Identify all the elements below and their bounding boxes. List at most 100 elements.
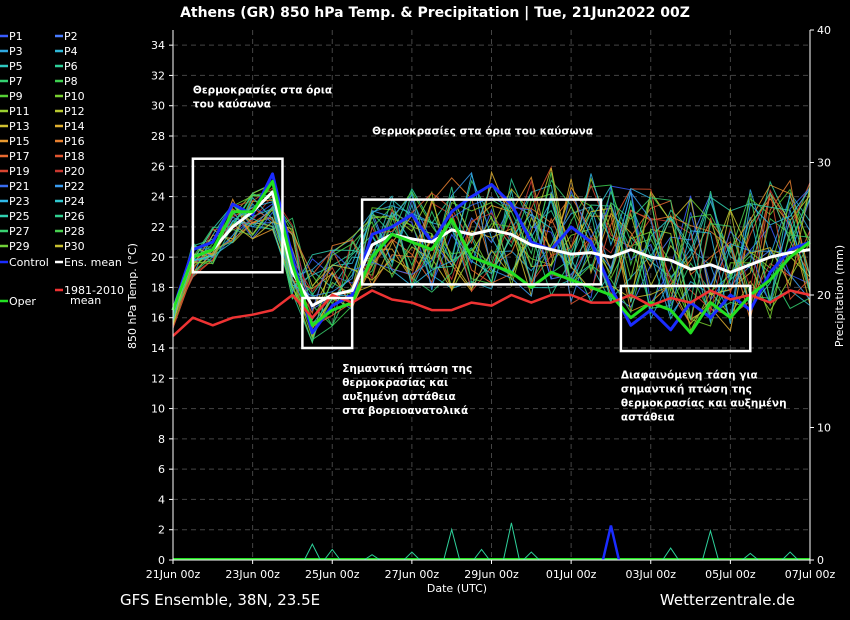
legend-label-line: P2 <box>64 30 78 43</box>
y-tick-label: 14 <box>151 342 165 355</box>
legend-label-line: P30 <box>64 240 85 253</box>
precipitation-bars <box>173 522 810 561</box>
legend: P1 P2 P3 P4 P5 P6 P7 P8 P9 P10 P11 P12 P13 P14 P15 P16 P… <box>0 30 124 308</box>
legend-label-line: P13 <box>9 120 30 133</box>
y2-tick-label: 10 <box>817 422 831 435</box>
y-tick-label: 18 <box>151 281 165 294</box>
axes: 0246810121416182022242628303234010203040… <box>146 24 836 581</box>
member-line-p24 <box>172 184 811 326</box>
x-tick-label: 23Jun 00z <box>225 568 280 581</box>
precip-bar <box>701 528 719 561</box>
y2-tick-label: 0 <box>817 554 824 567</box>
footer-model-info: GFS Ensemble, 38N, 23.5E <box>120 591 320 609</box>
annotation-text: Διαφαινόμενη τάση για σημαντική πτώση της… <box>621 369 787 423</box>
footer-source: Wetterzentrale.de <box>660 591 795 609</box>
legend-label-line: 1981-2010 <box>64 284 124 297</box>
annotation-text: Θερμοκρασίες στα όρια του καύσωνα <box>193 85 332 111</box>
x-tick-label: 03Jul 00z <box>625 568 676 581</box>
legend-label-line: P22 <box>64 180 85 193</box>
y-axis-label: 850 hPa Temp. (°C) <box>126 243 139 349</box>
y-tick-label: 24 <box>151 191 165 204</box>
legend-label-line: Oper <box>9 295 36 308</box>
legend-label-p24: P24 <box>64 195 85 208</box>
legend-label-ens-mean: Ens. mean <box>64 256 122 269</box>
annotation-line: αυξημένη αστάθεια <box>342 391 456 403</box>
legend-label-line: P6 <box>64 60 78 73</box>
y2-tick-label: 30 <box>817 157 831 170</box>
y-tick-label: 26 <box>151 160 165 173</box>
series-line-1981-2010 <box>172 289 811 337</box>
legend-label-p16: P16 <box>64 135 85 148</box>
annotation-box <box>619 284 752 353</box>
precip-bar <box>323 548 341 561</box>
legend-label-line: P25 <box>9 210 30 223</box>
legend-label-line: P27 <box>9 225 30 238</box>
precip-bar <box>303 542 321 561</box>
main-series <box>171 172 811 337</box>
legend-label-p6: P6 <box>64 60 78 73</box>
annotation-box <box>360 198 603 286</box>
legend-label-p4: P4 <box>64 45 78 58</box>
precip-bar <box>601 525 621 561</box>
legend-label-1981-2010: 1981-2010 mean <box>64 284 124 307</box>
precip-bar <box>781 551 799 561</box>
y2-axis-label: Precipitation (mm) <box>833 245 846 347</box>
legend-label-p7: P7 <box>9 75 23 88</box>
legend-label-line: P5 <box>9 60 23 73</box>
legend-label-oper: Oper <box>9 295 36 308</box>
series-line-oper <box>171 179 811 335</box>
x-tick-label: 05Jul 00z <box>705 568 756 581</box>
annotation-line: σημαντική πτώση της <box>621 383 752 395</box>
y2-tick-label: 40 <box>817 24 831 37</box>
annotation-text: Σημαντική πτώση της θερμοκρασίας και αυξημ… <box>342 363 472 417</box>
legend-label-p19: P19 <box>9 165 30 178</box>
legend-label-line: P16 <box>64 135 85 148</box>
legend-label-line: P11 <box>9 105 30 118</box>
annotation-text: Θερμοκρασίες στα όρια του καύσωνα <box>372 125 593 137</box>
legend-label-line: P12 <box>64 105 85 118</box>
legend-label-line: P4 <box>64 45 78 58</box>
legend-label-p27: P27 <box>9 225 30 238</box>
y-tick-label: 0 <box>158 554 165 567</box>
annotation-box <box>191 157 284 274</box>
legend-label-line: Control <box>9 256 49 269</box>
precip-bar <box>741 552 759 561</box>
y-tick-label: 12 <box>151 372 165 385</box>
annotation-line: στα βορειοανατολικά <box>342 405 468 417</box>
annotation-boxes <box>191 157 752 353</box>
y-tick-label: 20 <box>151 251 165 264</box>
legend-label-line: P24 <box>64 195 85 208</box>
annotation-line: Διαφαινόμενη τάση για <box>621 369 758 381</box>
precip-bar <box>403 551 421 561</box>
legend-label-p14: P14 <box>64 120 85 133</box>
legend-label-p20: P20 <box>64 165 85 178</box>
x-axis-label: Date (UTC) <box>427 582 487 595</box>
precip-bar <box>443 527 461 561</box>
legend-label-line: P21 <box>9 180 30 193</box>
series-line-ens-mean <box>171 190 811 311</box>
y-tick-label: 30 <box>151 100 165 113</box>
y-tick-label: 8 <box>158 433 165 446</box>
y-tick-label: 32 <box>151 69 165 82</box>
legend-label-p30: P30 <box>64 240 85 253</box>
legend-label-p13: P13 <box>9 120 30 133</box>
x-tick-label: 07Jul 00z <box>785 568 836 581</box>
y2-tick-label: 20 <box>817 289 831 302</box>
legend-label-p18: P18 <box>64 150 85 163</box>
x-tick-label: 27Jun 00z <box>385 568 440 581</box>
x-tick-label: 21Jun 00z <box>146 568 201 581</box>
annotation-line: θερμοκρασίας και αυξημένη <box>621 397 787 409</box>
annotations: Θερμοκρασίες στα όρια του καύσωνα Θερμοκρα… <box>193 85 787 424</box>
annotation-line: αστάθεια <box>621 411 675 423</box>
legend-label-p28: P28 <box>64 225 85 238</box>
annotation-line: θερμοκρασίας και <box>342 377 448 389</box>
legend-label-line: P7 <box>9 75 23 88</box>
legend-label-line: P14 <box>64 120 85 133</box>
legend-label-line: P10 <box>64 90 85 103</box>
legend-label-p11: P11 <box>9 105 30 118</box>
precip-bar <box>522 551 540 561</box>
annotation-line: Θερμοκρασίες στα όρια του καύσωνα <box>372 125 593 137</box>
annotation-box <box>301 296 354 350</box>
legend-label-p17: P17 <box>9 150 30 163</box>
